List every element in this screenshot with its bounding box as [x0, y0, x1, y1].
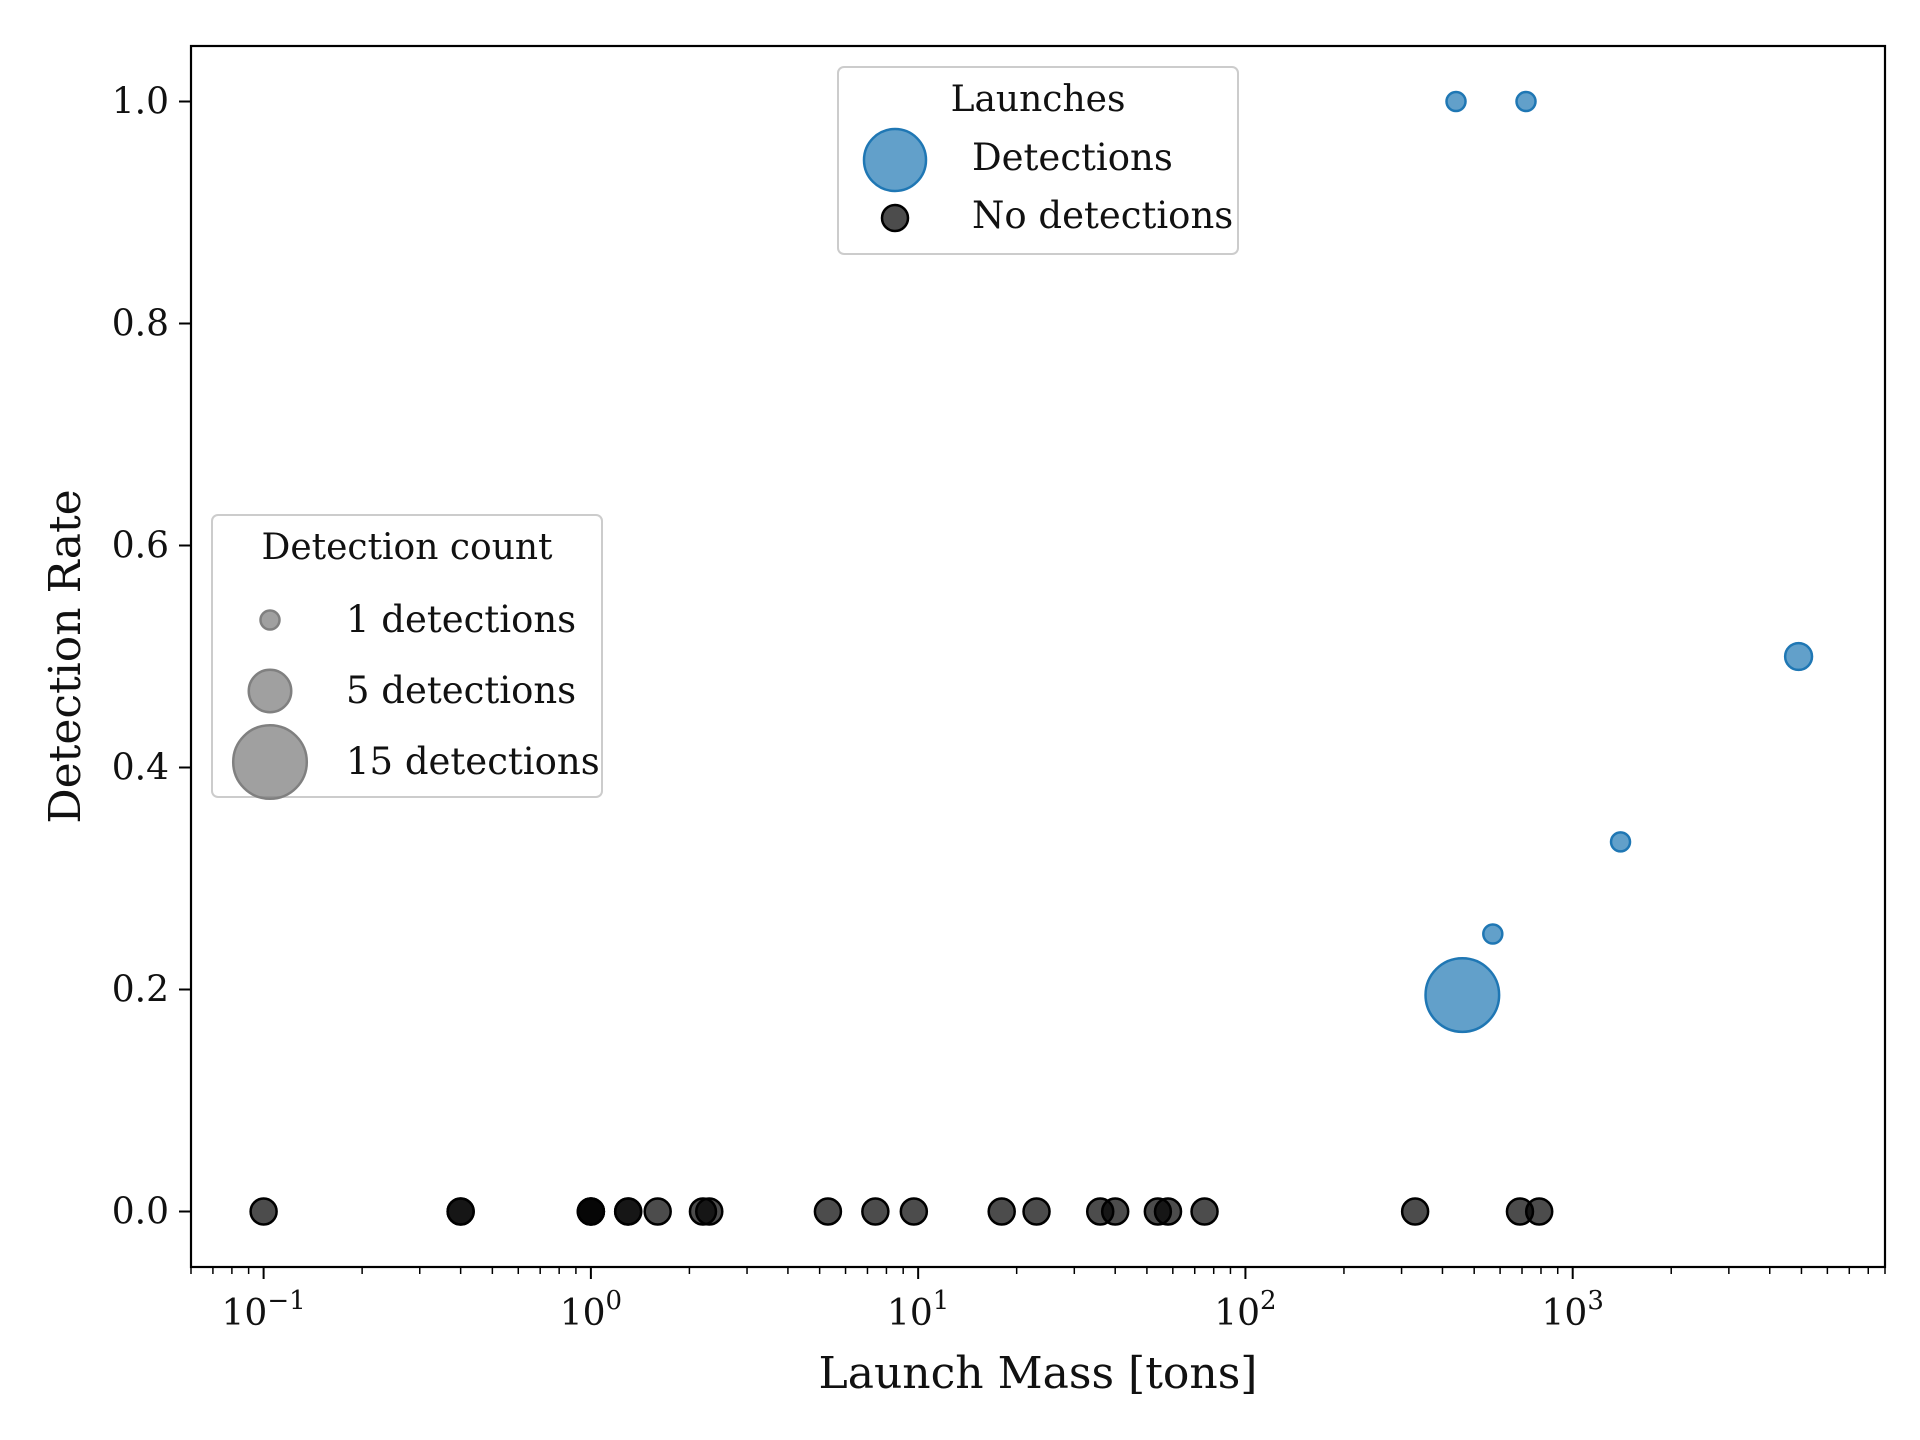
no-detection-point	[1190, 1197, 1219, 1226]
no-detection-point	[1100, 1197, 1130, 1226]
no-detection-point	[861, 1197, 890, 1226]
legend-no-detections-marker	[880, 203, 910, 233]
no-detection-point	[613, 1197, 643, 1226]
y-tick-label: 0.8	[112, 304, 169, 345]
x-tick-label: 101	[887, 1286, 949, 1334]
legend-count-label: 1 detections	[346, 598, 576, 641]
no-detection-point	[643, 1197, 672, 1226]
legend-launches: Launches Detections No detections	[837, 66, 1239, 255]
x-tick-label: 100	[560, 1286, 622, 1334]
x-axis-label: Launch Mass [tons]	[819, 1348, 1258, 1399]
x-tick-label: 10−1	[222, 1286, 306, 1334]
y-tick-label: 0.6	[112, 526, 169, 567]
detection-point	[1445, 90, 1467, 113]
plot-frame	[189, 44, 1887, 1269]
no-detection-point	[813, 1197, 843, 1226]
no-detection-point	[576, 1197, 606, 1226]
legend-count-title: Detection count	[261, 527, 553, 568]
y-tick-label: 0.2	[112, 970, 169, 1011]
no-detection-point	[1400, 1197, 1430, 1226]
no-detection-point	[1153, 1197, 1183, 1226]
legend-count-marker	[259, 609, 281, 631]
no-detection-point	[695, 1197, 724, 1226]
legend-no-detections-label: No detections	[972, 194, 1233, 237]
detection-point	[1515, 90, 1537, 113]
no-detection-point	[899, 1197, 929, 1226]
detection-point	[1783, 641, 1814, 672]
no-detection-point	[249, 1197, 278, 1226]
y-tick-label: 0.4	[112, 748, 169, 789]
no-detection-point	[1524, 1197, 1554, 1226]
legend-detections-marker	[862, 127, 928, 193]
legend-launches-title: Launches	[951, 79, 1126, 120]
detection-point	[1609, 831, 1632, 853]
detection-point	[1424, 957, 1501, 1034]
legend-count-label: 15 detections	[346, 740, 600, 783]
no-detection-point	[446, 1197, 475, 1226]
no-detection-point	[987, 1197, 1016, 1226]
detection-point	[1482, 923, 1504, 945]
y-tick-label: 1.0	[112, 82, 169, 123]
legend-count-label: 5 detections	[346, 669, 576, 712]
no-detection-point	[1022, 1197, 1051, 1226]
legend-detections-label: Detections	[972, 136, 1173, 179]
y-axis-label: Detection Rate	[40, 489, 91, 823]
legend-count-marker	[247, 668, 293, 714]
legend-count-box	[211, 514, 603, 798]
x-tick-label: 102	[1214, 1286, 1276, 1334]
legend-launches-box	[837, 66, 1239, 255]
x-tick-label: 103	[1542, 1286, 1604, 1334]
legend-count-marker	[231, 723, 309, 801]
legend-detection-count: Detection count 1 detections 5 detections 1…	[211, 514, 603, 801]
y-tick-label: 0.0	[112, 1192, 169, 1233]
